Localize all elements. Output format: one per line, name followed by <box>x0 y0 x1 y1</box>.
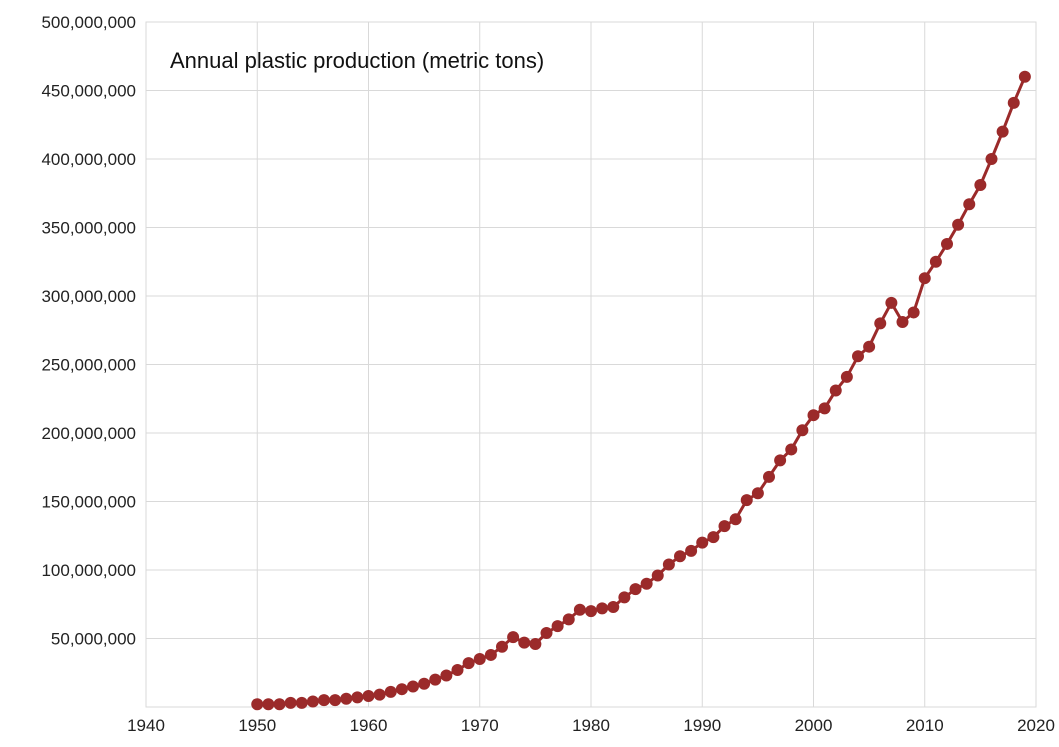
data-point <box>1007 96 1020 109</box>
data-point <box>863 340 876 353</box>
data-point <box>340 692 353 705</box>
x-tick-label: 1940 <box>127 716 165 735</box>
data-point <box>829 384 842 397</box>
y-axis-tick-labels: 50,000,000 100,000,000 150,000,000 200,000,… <box>41 13 136 649</box>
data-point <box>941 237 953 250</box>
data-point <box>273 698 286 711</box>
data-point <box>551 620 564 633</box>
data-point <box>963 198 976 211</box>
x-tick-label: 1960 <box>350 716 388 735</box>
data-point <box>395 683 408 696</box>
y-tick-label: 100,000,000 <box>41 561 136 580</box>
data-point <box>318 694 330 707</box>
data-point <box>751 487 764 500</box>
data-point <box>462 657 475 670</box>
data-point <box>284 696 297 709</box>
data-point <box>529 637 542 650</box>
y-tick-label: 250,000,000 <box>41 356 136 375</box>
data-point <box>540 627 553 640</box>
data-point <box>473 653 486 666</box>
data-point <box>996 125 1009 138</box>
data-point <box>484 648 497 661</box>
y-tick-label: 300,000,000 <box>41 287 136 306</box>
x-axis-tick-labels: 1940 1950 1960 1970 1980 1990 2000 2010 2020 <box>127 716 1055 735</box>
y-tick-label: 500,000,000 <box>41 13 136 32</box>
data-point <box>774 454 787 467</box>
data-point <box>718 520 731 533</box>
data-point <box>807 409 820 422</box>
data-point <box>384 685 397 698</box>
data-point <box>685 544 698 557</box>
data-point <box>1018 70 1031 83</box>
data-point <box>840 370 853 383</box>
data-point <box>818 402 831 415</box>
x-tick-label: 1990 <box>683 716 721 735</box>
data-point <box>918 272 931 285</box>
data-point <box>696 536 709 549</box>
y-tick-label: 150,000,000 <box>41 493 136 512</box>
data-point <box>618 591 631 604</box>
data-point <box>974 179 987 192</box>
data-point <box>662 558 675 571</box>
y-tick-label: 200,000,000 <box>41 424 136 443</box>
data-point <box>429 673 442 686</box>
series-layer <box>251 70 1031 711</box>
data-point <box>573 603 586 616</box>
data-point <box>796 424 809 437</box>
data-point <box>262 698 275 711</box>
data-point <box>496 640 508 653</box>
data-point <box>852 350 864 363</box>
data-point <box>351 691 364 704</box>
data-point <box>896 316 909 329</box>
y-tick-label: 400,000,000 <box>41 150 136 169</box>
data-point <box>885 296 898 309</box>
data-point <box>907 306 920 319</box>
data-point <box>562 613 575 626</box>
data-point <box>674 550 686 563</box>
data-point <box>373 688 386 701</box>
data-point <box>763 470 775 483</box>
data-point <box>362 690 375 703</box>
data-point <box>518 636 531 649</box>
data-point <box>985 153 998 165</box>
data-point <box>607 600 620 613</box>
data-point <box>929 255 942 268</box>
x-tick-label: 2010 <box>906 716 944 735</box>
data-point <box>440 669 453 682</box>
data-point <box>306 695 319 708</box>
data-point <box>729 513 742 526</box>
data-point <box>629 583 642 596</box>
data-point <box>418 677 431 690</box>
data-point <box>651 569 664 582</box>
data-point <box>785 443 798 456</box>
x-tick-label: 1950 <box>238 716 276 735</box>
chart-title: Annual plastic production (metric tons) <box>170 48 544 73</box>
data-point <box>329 694 342 707</box>
y-tick-label: 50,000,000 <box>51 630 136 649</box>
y-tick-label: 450,000,000 <box>41 82 136 101</box>
x-tick-label: 2000 <box>795 716 833 735</box>
data-point <box>952 218 965 231</box>
data-point <box>251 698 264 711</box>
x-tick-label: 1970 <box>461 716 499 735</box>
y-tick-label: 350,000,000 <box>41 219 136 238</box>
grid-lines <box>146 22 1036 707</box>
data-point <box>295 696 308 709</box>
data-point <box>874 317 887 330</box>
data-point <box>740 494 753 507</box>
data-point <box>507 631 520 644</box>
data-point <box>640 577 653 590</box>
x-tick-label: 1980 <box>572 716 610 735</box>
data-point <box>585 605 597 618</box>
data-point <box>596 602 609 615</box>
x-tick-label: 2020 <box>1017 716 1055 735</box>
data-point <box>451 664 464 677</box>
data-point <box>707 531 720 544</box>
data-point <box>407 680 419 693</box>
